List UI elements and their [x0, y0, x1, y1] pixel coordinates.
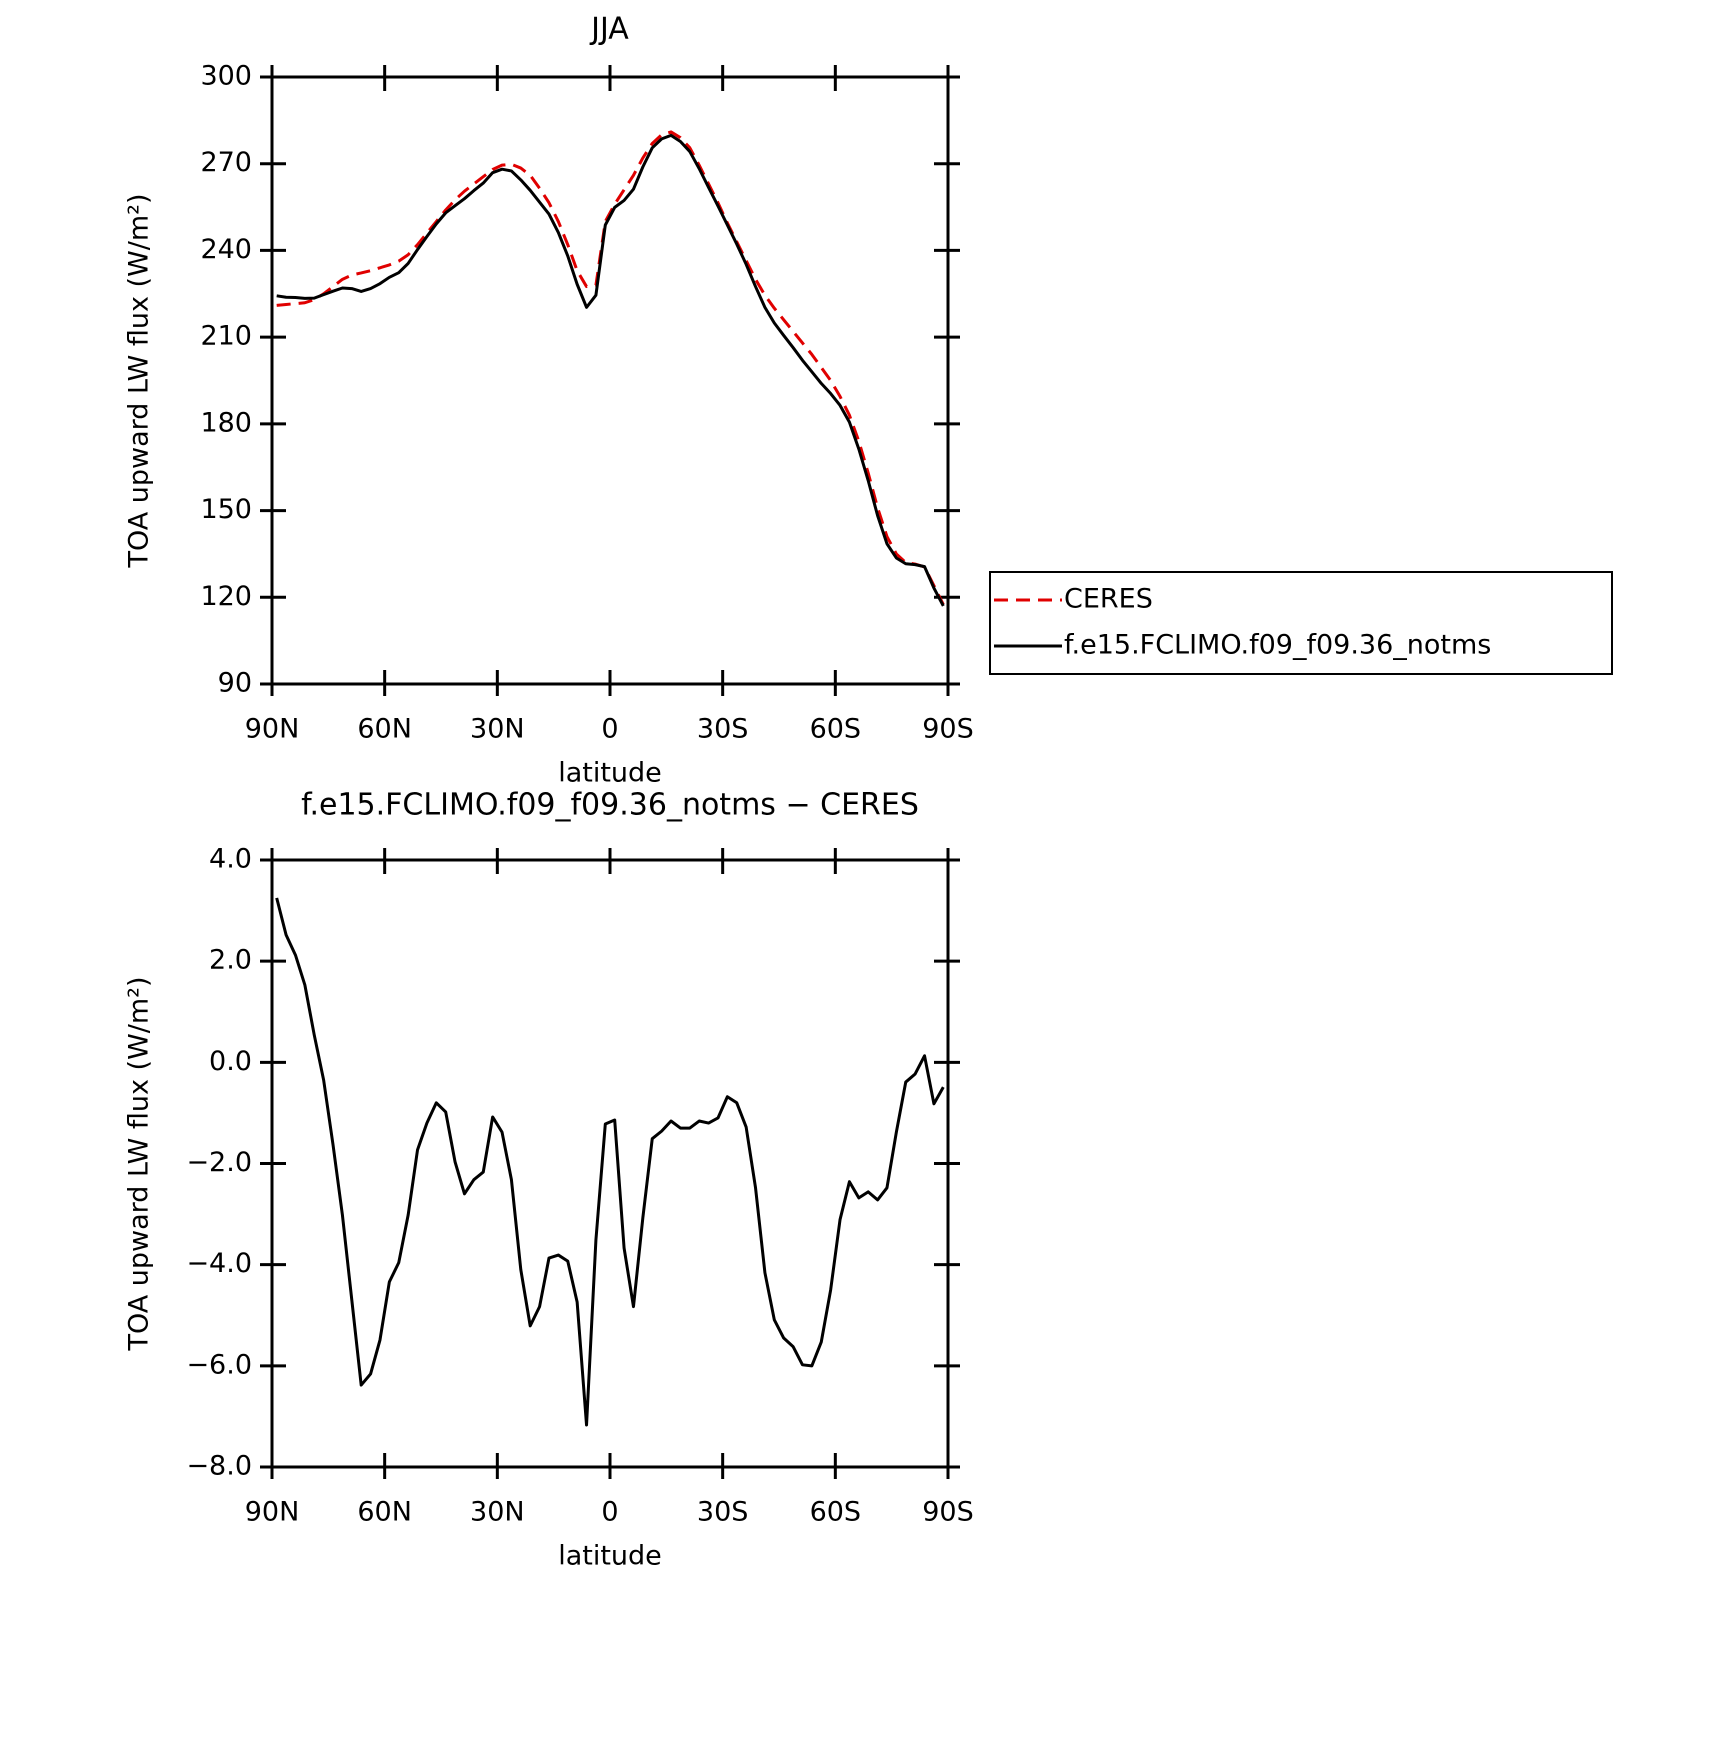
- x-tick-label: 60S: [810, 714, 862, 745]
- y-tick-label: 90: [218, 668, 252, 699]
- y-tick-label: −8.0: [186, 1451, 252, 1482]
- x-tick-label: 0: [601, 1497, 618, 1528]
- y-tick-label: 270: [200, 147, 252, 178]
- y-tick-label: 120: [200, 581, 252, 612]
- y-axis-label: TOA upward LW flux (W/m²): [124, 976, 155, 1351]
- legend-label: CERES: [1064, 584, 1153, 615]
- x-tick-label: 90S: [922, 714, 974, 745]
- data-line: [276, 130, 945, 606]
- x-tick-label: 30N: [470, 714, 525, 745]
- y-tick-label: 240: [200, 234, 252, 265]
- data-line: [275, 897, 945, 1427]
- chart-title: f.e15.FCLIMO.f09_f09.36_notms − CERES: [301, 788, 919, 823]
- x-tick-label: 60N: [357, 1497, 412, 1528]
- plot-frame: [270, 858, 950, 1469]
- x-tick-label: 60N: [357, 714, 412, 745]
- y-tick-label: 150: [200, 494, 252, 525]
- y-tick-label: 2.0: [209, 945, 252, 976]
- x-tick-label: 60S: [810, 1497, 862, 1528]
- plot-frame: [270, 75, 950, 686]
- x-tick-label: 30N: [470, 1497, 525, 1528]
- y-tick-label: −4.0: [186, 1248, 252, 1279]
- y-axis-label: TOA upward LW flux (W/m²): [124, 193, 155, 568]
- y-tick-label: 300: [200, 61, 252, 92]
- chart-title: JJA: [589, 12, 629, 47]
- y-tick-label: 4.0: [209, 844, 252, 875]
- y-tick-label: 210: [200, 321, 252, 352]
- y-tick-label: 0.0: [209, 1046, 252, 1077]
- y-tick-label: −6.0: [186, 1349, 252, 1380]
- data-line: [276, 133, 945, 607]
- y-tick-label: −2.0: [186, 1147, 252, 1178]
- x-axis-label: latitude: [558, 1541, 662, 1572]
- x-tick-label: 90N: [245, 1497, 300, 1528]
- x-tick-label: 90S: [922, 1497, 974, 1528]
- x-tick-label: 90N: [245, 714, 300, 745]
- x-tick-label: 30S: [697, 714, 749, 745]
- legend-label: f.e15.FCLIMO.f09_f09.36_notms: [1064, 630, 1491, 661]
- x-tick-label: 0: [601, 714, 618, 745]
- legend-box: [989, 571, 1613, 675]
- y-tick-label: 180: [200, 407, 252, 438]
- x-tick-label: 30S: [697, 1497, 749, 1528]
- x-axis-label: latitude: [558, 758, 662, 789]
